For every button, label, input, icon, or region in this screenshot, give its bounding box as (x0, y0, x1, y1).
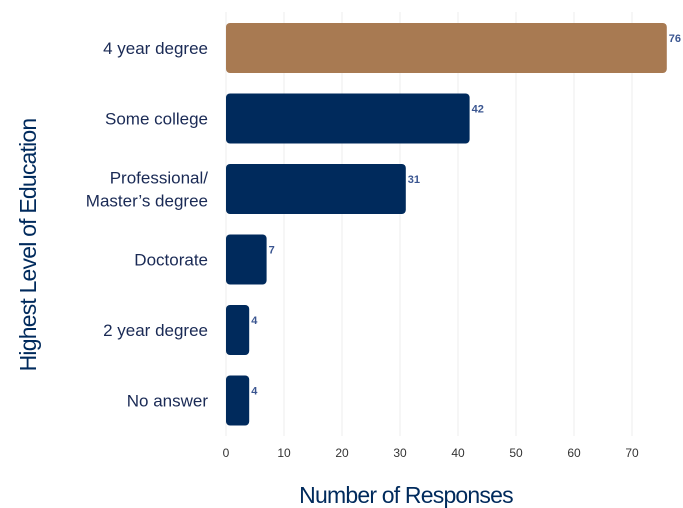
category-label: Some college (105, 110, 208, 129)
category-label-line: Master’s degree (86, 192, 208, 211)
bar (226, 164, 406, 214)
category-label: 2 year degree (103, 321, 208, 340)
category-label-line: 4 year degree (103, 39, 208, 58)
x-axis-title: Number of Responses (299, 482, 513, 508)
bar (226, 234, 267, 285)
value-label: 7 (269, 245, 275, 257)
category-label: Professional/Master’s degree (86, 169, 208, 211)
value-label: 42 (472, 104, 484, 116)
value-label: 4 (251, 315, 258, 327)
bars (226, 23, 667, 426)
y-axis-title: Highest Level of Education (15, 119, 41, 372)
x-tick-label: 20 (335, 446, 349, 460)
category-label-line: Some college (105, 110, 208, 129)
bar (226, 305, 250, 355)
x-tick-label: 60 (567, 446, 581, 460)
value-label: 76 (669, 33, 681, 45)
bar (226, 23, 667, 73)
category-label: Doctorate (134, 251, 208, 270)
category-label-line: 2 year degree (103, 321, 208, 340)
x-axis-ticks: 0 10 20 30 40 50 60 70 (223, 446, 639, 460)
category-label: No answer (127, 392, 209, 411)
value-label: 31 (408, 174, 420, 186)
grid-lines (225, 12, 633, 436)
x-tick-label: 50 (509, 446, 523, 460)
category-labels: 4 year degree Some college Professional/Ma… (86, 39, 209, 411)
category-label-line: No answer (127, 392, 209, 411)
x-tick-label: 70 (625, 446, 639, 460)
x-tick-label: 0 (223, 446, 230, 460)
x-tick-label: 10 (277, 446, 291, 460)
value-labels: 76 42 31 7 4 4 (251, 33, 681, 398)
category-label-line: Doctorate (134, 251, 208, 270)
bar (226, 375, 250, 426)
value-label: 4 (251, 386, 258, 398)
x-tick-label: 40 (451, 446, 465, 460)
x-tick-label: 30 (393, 446, 407, 460)
category-label-line: Professional/ (110, 169, 209, 188)
category-label: 4 year degree (103, 39, 208, 58)
bar (226, 93, 470, 144)
